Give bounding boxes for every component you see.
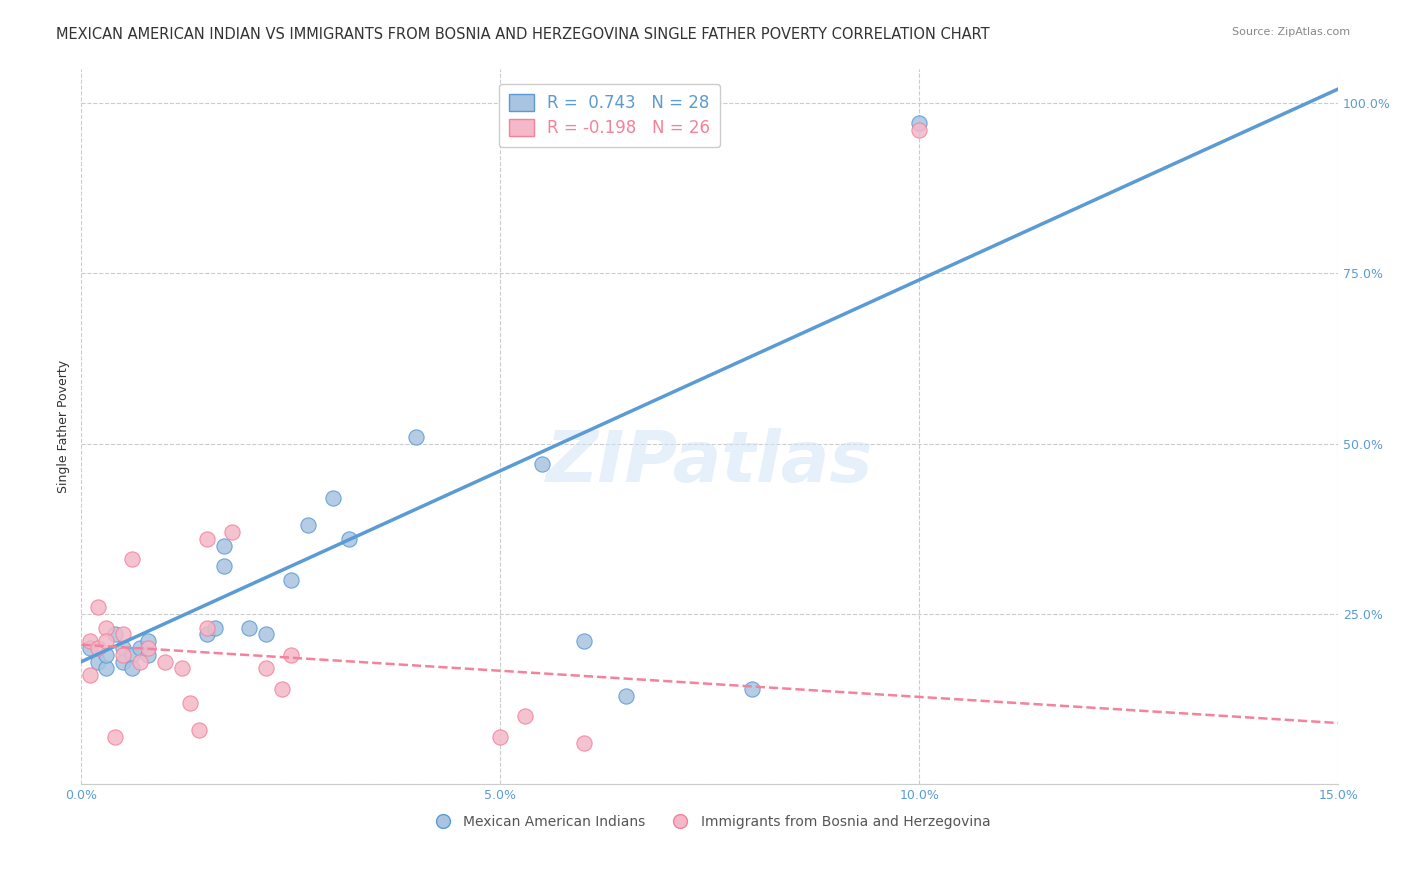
Point — [96, 648, 118, 662]
Point — [741, 681, 763, 696]
Point — [136, 634, 159, 648]
Point — [515, 709, 537, 723]
Point — [112, 641, 135, 656]
Point — [908, 123, 931, 137]
Point — [280, 573, 302, 587]
Point — [96, 634, 118, 648]
Point — [129, 655, 152, 669]
Point — [170, 661, 193, 675]
Point — [121, 661, 143, 675]
Point — [129, 641, 152, 656]
Point — [254, 661, 277, 675]
Point — [280, 648, 302, 662]
Point — [572, 737, 595, 751]
Point — [104, 730, 127, 744]
Y-axis label: Single Father Poverty: Single Father Poverty — [58, 359, 70, 493]
Point — [212, 539, 235, 553]
Point — [614, 689, 637, 703]
Point — [121, 648, 143, 662]
Point — [195, 621, 218, 635]
Point — [531, 457, 554, 471]
Point — [195, 627, 218, 641]
Point — [271, 681, 294, 696]
Point — [79, 641, 101, 656]
Point — [179, 696, 201, 710]
Text: ZIPatlas: ZIPatlas — [546, 428, 873, 497]
Point — [112, 655, 135, 669]
Point — [87, 655, 110, 669]
Point — [96, 661, 118, 675]
Point — [204, 621, 226, 635]
Point — [121, 552, 143, 566]
Point — [104, 627, 127, 641]
Point — [87, 641, 110, 656]
Point — [187, 723, 209, 737]
Legend: Mexican American Indians, Immigrants from Bosnia and Herzegovina: Mexican American Indians, Immigrants fro… — [423, 810, 997, 835]
Text: MEXICAN AMERICAN INDIAN VS IMMIGRANTS FROM BOSNIA AND HERZEGOVINA SINGLE FATHER : MEXICAN AMERICAN INDIAN VS IMMIGRANTS FR… — [56, 27, 990, 42]
Point — [212, 559, 235, 574]
Point — [297, 518, 319, 533]
Point — [136, 641, 159, 656]
Point — [112, 648, 135, 662]
Point — [79, 668, 101, 682]
Point — [112, 627, 135, 641]
Point — [87, 600, 110, 615]
Point — [405, 430, 427, 444]
Point — [136, 648, 159, 662]
Point — [153, 655, 176, 669]
Point — [195, 532, 218, 546]
Point — [572, 634, 595, 648]
Point — [489, 730, 512, 744]
Point — [322, 491, 344, 505]
Point — [254, 627, 277, 641]
Text: Source: ZipAtlas.com: Source: ZipAtlas.com — [1232, 27, 1350, 37]
Point — [238, 621, 260, 635]
Point — [908, 116, 931, 130]
Point — [339, 532, 361, 546]
Point — [79, 634, 101, 648]
Point — [96, 621, 118, 635]
Point — [221, 525, 243, 540]
